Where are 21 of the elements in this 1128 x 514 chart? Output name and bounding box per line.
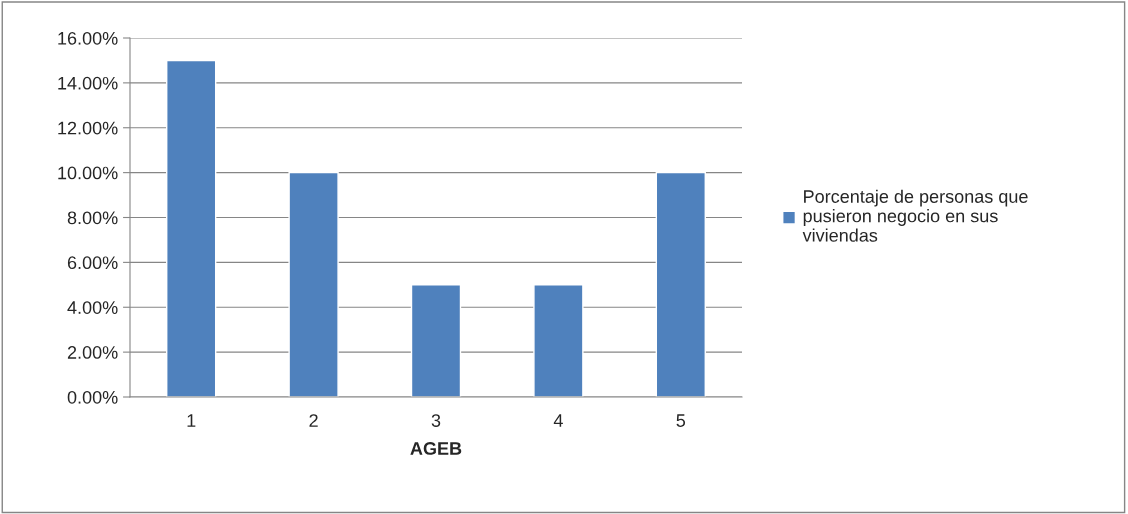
- legend-label: Porcentaje de personas que pusieron negocio en sus viviendas: [802, 189, 1028, 242]
- y-tick-label: 16.00%: [58, 31, 118, 45]
- bar: [166, 59, 217, 397]
- x-tick-label: 2: [309, 414, 318, 427]
- y-tick-label: 2.00%: [67, 346, 118, 359]
- y-tick-label: 14.00%: [58, 76, 118, 90]
- bar: [288, 171, 339, 397]
- x-tick-label: 3: [431, 414, 441, 427]
- bar: [533, 284, 584, 397]
- x-tick-label: 1: [187, 414, 196, 427]
- y-tick-label: 0.00%: [67, 390, 118, 404]
- bar: [410, 284, 462, 397]
- y-tick-label: 4.00%: [67, 301, 118, 314]
- x-tick-label: 5: [676, 414, 686, 427]
- x-tick-label: 4: [553, 414, 563, 427]
- y-tick-label: 8.00%: [67, 211, 118, 225]
- x-axis-title: AGEB: [410, 442, 462, 455]
- y-tick-label: 12.00%: [58, 121, 118, 135]
- y-tick-label: 6.00%: [67, 256, 118, 270]
- y-tick-label: 10.00%: [58, 166, 118, 180]
- bar: [655, 171, 706, 397]
